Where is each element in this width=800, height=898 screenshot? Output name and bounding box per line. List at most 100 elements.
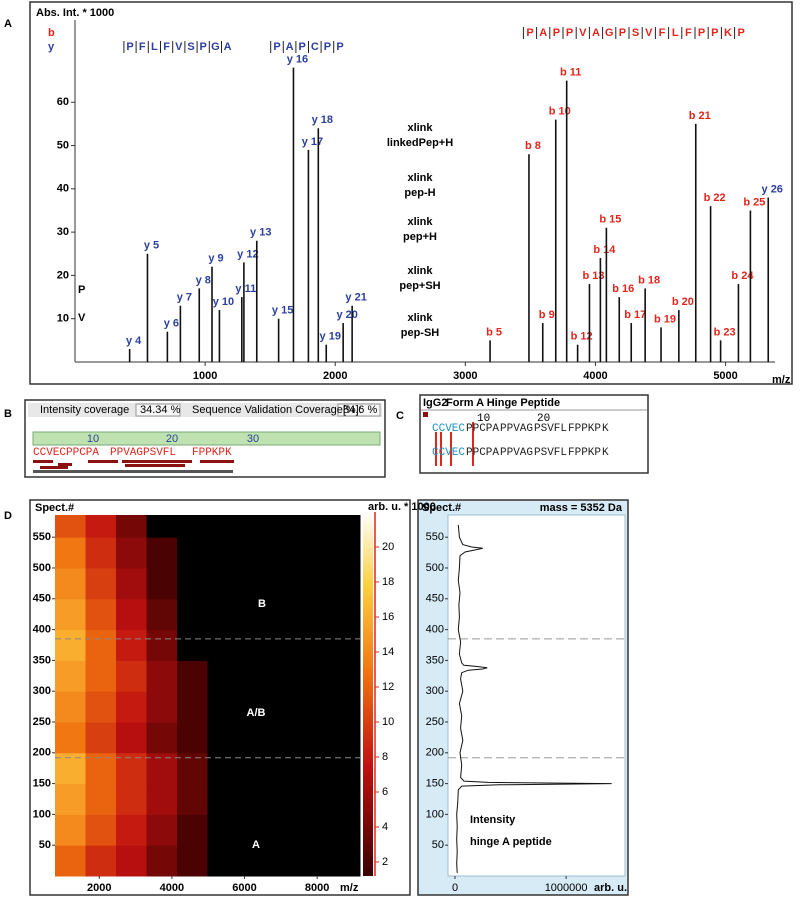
heatmap-cell xyxy=(177,845,208,877)
y-tick-label: 30 xyxy=(57,226,69,238)
heatmap-cell xyxy=(116,814,147,846)
heatmap-cell xyxy=(268,537,300,569)
heatmap-cell xyxy=(299,660,330,692)
heatmap-cell xyxy=(55,814,86,846)
heatmap-cell xyxy=(55,845,86,877)
heatmap-cell xyxy=(116,567,147,600)
peak-label: b 9 xyxy=(539,309,555,321)
heatmap-cell xyxy=(55,721,86,754)
heatmap-cell xyxy=(177,783,208,815)
heatmap-cell xyxy=(85,598,117,631)
sequence: FPPKPK xyxy=(192,447,232,459)
heatmap-cell xyxy=(238,783,269,815)
heatmap-cell xyxy=(268,721,300,754)
residue: P xyxy=(200,41,207,53)
residue: P xyxy=(299,41,306,53)
heatmap-cell xyxy=(268,783,300,815)
heatmap-cell xyxy=(238,515,269,538)
colorbar-tick-label: 4 xyxy=(382,821,388,833)
heatmap-cell xyxy=(85,629,117,661)
residue: P xyxy=(324,41,331,53)
y-tick-label: 50 xyxy=(39,839,51,851)
y-tick-label: 50 xyxy=(432,839,444,851)
sequence-group: FPPKP xyxy=(568,423,601,435)
heatmap-cell xyxy=(177,660,208,692)
heatmap-cell xyxy=(116,515,147,538)
heatmap-cell xyxy=(268,567,300,600)
colorbar-tick-label: 18 xyxy=(382,576,394,588)
heatmap-cell xyxy=(299,721,330,754)
peak-label: b 10 xyxy=(549,105,571,117)
y-tick-label: 200 xyxy=(426,747,444,759)
x-tick-label: 3000 xyxy=(453,370,477,382)
x-axis-label: m/z xyxy=(772,374,791,386)
heatmap-cell xyxy=(207,814,239,846)
heatmap-cell xyxy=(299,845,330,877)
annotation: pep-H xyxy=(404,187,435,199)
y-tick-label: 250 xyxy=(33,716,51,728)
x-tick-label: 6000 xyxy=(232,882,256,894)
peak-label: b 12 xyxy=(571,331,593,343)
colorbar-tick-label: 12 xyxy=(382,681,394,693)
peak-label: y 18 xyxy=(312,114,333,126)
residue: V xyxy=(579,27,587,39)
heatmap-cell xyxy=(116,721,147,754)
heatmap-cell xyxy=(116,783,147,815)
ruler-label: 30 xyxy=(247,433,259,445)
heatmap-cell xyxy=(177,598,208,631)
heatmap-cell xyxy=(238,721,269,754)
heatmap-cell xyxy=(116,629,147,661)
residue: P xyxy=(711,27,718,39)
heatmap-cell xyxy=(146,752,178,785)
peak-label: b 18 xyxy=(638,274,660,286)
heatmap-cell xyxy=(238,598,269,631)
annotation: xlink xyxy=(407,122,433,134)
heatmap-cell xyxy=(299,814,330,846)
heatmap-cell xyxy=(116,845,147,877)
heatmap-cell xyxy=(299,629,330,661)
x-tick-label: 2000 xyxy=(323,370,347,382)
x-axis-label: arb. u. xyxy=(594,882,627,894)
heatmap-cell xyxy=(116,691,147,723)
heatmap-cell xyxy=(55,783,86,815)
sequence-group: PPVAG xyxy=(500,423,533,435)
peak-label: b 21 xyxy=(689,110,711,122)
peak-label: y 9 xyxy=(208,253,223,265)
heatmap-cell xyxy=(85,660,117,692)
residue: L xyxy=(151,41,158,53)
heatmap-cell xyxy=(146,691,178,723)
sequence-group: K xyxy=(602,447,609,459)
heatmap-cell xyxy=(207,783,239,815)
panel-label: A xyxy=(4,18,12,30)
peak-label: y 8 xyxy=(196,274,211,286)
heatmap-cell xyxy=(55,691,86,723)
heatmap-cell xyxy=(329,814,361,846)
peak-label: y 13 xyxy=(250,227,271,239)
heatmap-cell xyxy=(207,660,239,692)
colorbar-label: arb. u. * 1000 xyxy=(368,501,436,513)
heatmap-cell xyxy=(329,629,361,661)
annotation: linkedPep+H xyxy=(387,137,453,149)
annotation: hinge A peptide xyxy=(470,836,552,848)
peak-label: b 20 xyxy=(672,296,694,308)
residue: S xyxy=(632,27,639,39)
panel-label: C xyxy=(396,410,404,422)
heatmap-cell xyxy=(85,537,117,569)
intensity-trace xyxy=(456,524,612,873)
antibody: IgG2 xyxy=(423,397,447,409)
sequence-group: PPCPA xyxy=(466,447,499,459)
heatmap-cell xyxy=(238,814,269,846)
peak-label: b 13 xyxy=(582,270,604,282)
y-tick-label: 10 xyxy=(57,313,69,325)
peak-label: y 10 xyxy=(213,296,234,308)
heatmap-cell xyxy=(146,598,178,631)
peak-label: b 17 xyxy=(624,309,646,321)
residue: L xyxy=(672,27,679,39)
annotation: xlink xyxy=(407,216,433,228)
sequence-group: K xyxy=(602,423,609,435)
peak-label: b 24 xyxy=(731,270,754,282)
heatmap-cell xyxy=(329,567,361,600)
x-tick-label: 1000 xyxy=(193,370,217,382)
annotation: pep+H xyxy=(403,231,437,243)
peak-label: y 12 xyxy=(237,248,258,260)
